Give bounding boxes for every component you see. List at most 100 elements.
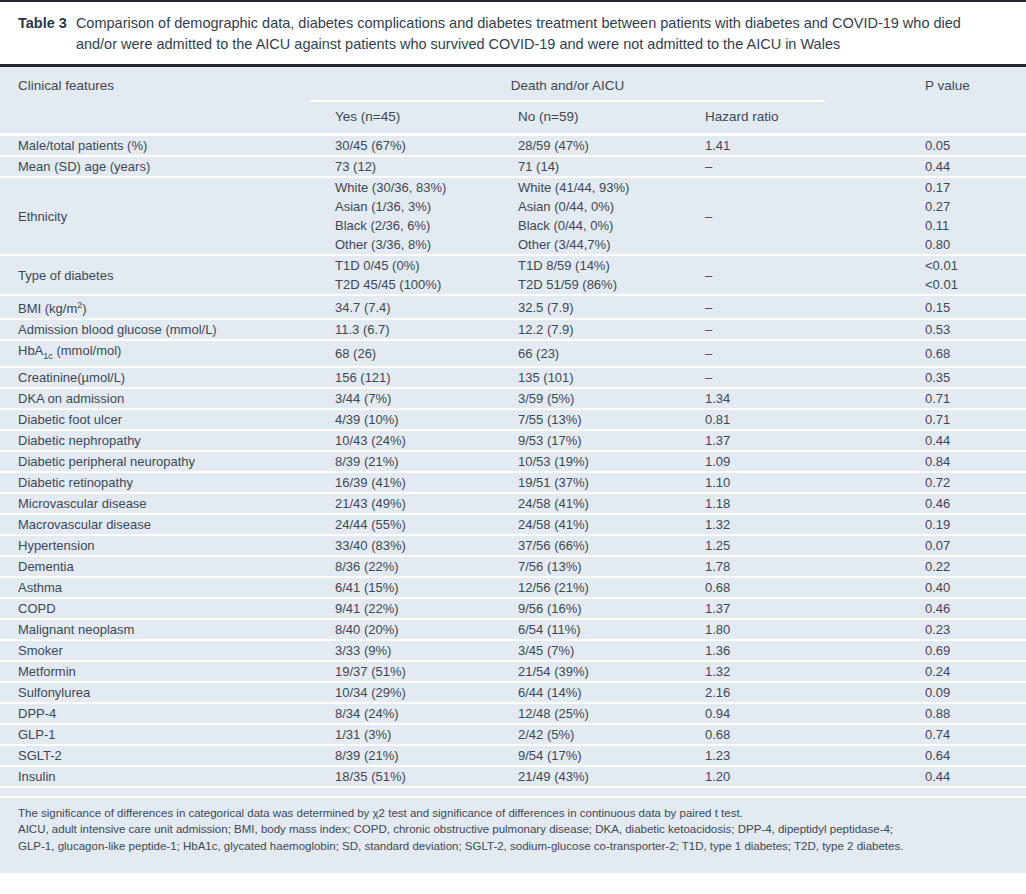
- table-row: Sulfonylurea10/34 (29%)6/44 (14%)2.160.0…: [0, 683, 1026, 704]
- cell-clinical-feature: DPP-4: [18, 704, 335, 723]
- cell-clinical-feature: Hypertension: [18, 536, 335, 555]
- cell-hazard-ratio: 1.78: [705, 557, 925, 576]
- table-row: COPD9/41 (22%)9/56 (16%)1.370.46: [0, 599, 1026, 620]
- cell-hazard-ratio: 1.32: [705, 662, 925, 681]
- cell-clinical-feature: DKA on admission: [18, 389, 335, 408]
- table-footnotes: The significance of differences in categ…: [0, 796, 1026, 867]
- cell-p-value: 0.40: [925, 578, 1010, 597]
- cell-yes-value: 24/44 (55%): [335, 515, 518, 534]
- cell-clinical-feature: Asthma: [18, 578, 335, 597]
- cell-clinical-feature: HbA1c (mmol/mol): [18, 341, 335, 366]
- cell-yes-value: 8/40 (20%): [335, 620, 518, 639]
- cell-clinical-feature: Microvascular disease: [18, 494, 335, 513]
- table-row: Asthma6/41 (15%)12/56 (21%)0.680.40: [0, 578, 1026, 599]
- cell-no-value: 24/58 (41%): [518, 515, 705, 534]
- cell-p-value: 0.46: [925, 494, 1010, 513]
- cell-yes-value: 3/44 (7%): [335, 389, 518, 408]
- table-row: EthnicityWhite (30/36, 83%)Asian (1/36, …: [0, 178, 1026, 256]
- cell-yes-value: 11.3 (6.7): [335, 320, 518, 339]
- column-header-clinical-features: Clinical features: [18, 76, 335, 102]
- cell-yes-value: 16/39 (41%): [335, 473, 518, 492]
- table-row: Diabetic retinopathy16/39 (41%)19/51 (37…: [0, 473, 1026, 494]
- table-row: Admission blood glucose (mmol/L)11.3 (6.…: [0, 320, 1026, 341]
- cell-hazard-ratio: 1.41: [705, 136, 925, 155]
- cell-p-value: 0.05: [925, 136, 1010, 155]
- cell-clinical-feature: Malignant neoplasm: [18, 620, 335, 639]
- cell-clinical-feature: Male/total patients (%): [18, 136, 335, 155]
- table-row: HbA1c (mmol/mol)68 (26)66 (23)–0.68: [0, 341, 1026, 368]
- cell-clinical-feature: Smoker: [18, 641, 335, 660]
- table-caption-text: Comparison of demographic data, diabetes…: [76, 13, 996, 55]
- cell-no-value: T1D 8/59 (14%)T2D 51/59 (86%): [518, 256, 705, 294]
- cell-yes-value: 9/41 (22%): [335, 599, 518, 618]
- cell-no-value: 9/54 (17%): [518, 746, 705, 765]
- table-row: Male/total patients (%)30/45 (67%)28/59 …: [0, 136, 1026, 157]
- cell-hazard-ratio: –: [705, 178, 925, 254]
- cell-no-value: 6/44 (14%): [518, 683, 705, 702]
- cell-p-value: 0.22: [925, 557, 1010, 576]
- cell-p-value: 0.71: [925, 410, 1010, 429]
- cell-no-value: 12/56 (21%): [518, 578, 705, 597]
- cell-no-value: 2/42 (5%): [518, 725, 705, 744]
- cell-hazard-ratio: –: [705, 157, 925, 176]
- cell-no-value: 66 (23): [518, 344, 705, 363]
- cell-no-value: 12/48 (25%): [518, 704, 705, 723]
- cell-clinical-feature: Diabetic nephropathy: [18, 431, 335, 450]
- cell-hazard-ratio: 1.37: [705, 431, 925, 450]
- cell-hazard-ratio: 1.32: [705, 515, 925, 534]
- cell-hazard-ratio: 1.34: [705, 389, 925, 408]
- table-row: Dementia8/36 (22%)7/56 (13%)1.780.22: [0, 557, 1026, 578]
- table-row: Hypertension33/40 (83%)37/56 (66%)1.250.…: [0, 536, 1026, 557]
- table-subheader-row: Yes (n=45) No (n=59) Hazard ratio: [0, 102, 1026, 133]
- cell-no-value: 19/51 (37%): [518, 473, 705, 492]
- cell-clinical-feature: Dementia: [18, 557, 335, 576]
- cell-clinical-feature: Admission blood glucose (mmol/L): [18, 320, 335, 339]
- cell-p-value: 0.07: [925, 536, 1010, 555]
- cell-hazard-ratio: –: [705, 368, 925, 387]
- cell-yes-value: 30/45 (67%): [335, 136, 518, 155]
- table-row: Type of diabetesT1D 0/45 (0%)T2D 45/45 (…: [0, 256, 1026, 296]
- cell-p-value: 0.19: [925, 515, 1010, 534]
- cell-p-value: 0.09: [925, 683, 1010, 702]
- cell-yes-value: 34.7 (7.4): [335, 298, 518, 317]
- cell-clinical-feature: COPD: [18, 599, 335, 618]
- column-header-p-value: P value: [925, 76, 1010, 102]
- cell-hazard-ratio: 1.36: [705, 641, 925, 660]
- table-row: Malignant neoplasm8/40 (20%)6/54 (11%)1.…: [0, 620, 1026, 641]
- column-header-no: No (n=59): [518, 107, 705, 126]
- cell-clinical-feature: Sulfonylurea: [18, 683, 335, 702]
- table-row: Insulin18/35 (51%)21/49 (43%)1.200.44: [0, 767, 1026, 788]
- cell-p-value: 0.170.270.110.80: [925, 178, 1010, 254]
- table-row: Macrovascular disease24/44 (55%)24/58 (4…: [0, 515, 1026, 536]
- cell-p-value: 0.69: [925, 641, 1010, 660]
- cell-hazard-ratio: 1.37: [705, 599, 925, 618]
- table-caption: Table 3 Comparison of demographic data, …: [0, 2, 1026, 64]
- cell-hazard-ratio: –: [705, 256, 925, 294]
- cell-clinical-feature: Mean (SD) age (years): [18, 157, 335, 176]
- table-row: Microvascular disease21/43 (49%)24/58 (4…: [0, 494, 1026, 515]
- cell-p-value: 0.44: [925, 431, 1010, 450]
- table-header-row: Clinical features Death and/or AICU P va…: [0, 67, 1026, 102]
- table-row: SGLT-28/39 (21%)9/54 (17%)1.230.64: [0, 746, 1026, 767]
- cell-yes-value: 3/33 (9%): [335, 641, 518, 660]
- footnote-line: GLP-1, glucagon-like peptide-1; HbA1c, g…: [18, 838, 1010, 855]
- cell-hazard-ratio: –: [705, 296, 925, 318]
- cell-hazard-ratio: 1.25: [705, 536, 925, 555]
- cell-no-value: 9/53 (17%): [518, 431, 705, 450]
- cell-yes-value: 10/43 (24%): [335, 431, 518, 450]
- cell-no-value: 71 (14): [518, 157, 705, 176]
- table-row: Mean (SD) age (years)73 (12)71 (14)–0.44: [0, 157, 1026, 178]
- cell-clinical-feature: Creatinine(µmol/L): [18, 368, 335, 387]
- cell-yes-value: 10/34 (29%): [335, 683, 518, 702]
- cell-clinical-feature: Diabetic foot ulcer: [18, 410, 335, 429]
- cell-clinical-feature: Diabetic peripheral neuropathy: [18, 452, 335, 471]
- table-row: Diabetic peripheral neuropathy8/39 (21%)…: [0, 452, 1026, 473]
- cell-no-value: 12.2 (7.9): [518, 320, 705, 339]
- cell-hazard-ratio: 1.23: [705, 746, 925, 765]
- cell-hazard-ratio: 2.16: [705, 683, 925, 702]
- cell-clinical-feature: Ethnicity: [18, 207, 335, 226]
- cell-yes-value: White (30/36, 83%)Asian (1/36, 3%)Black …: [335, 178, 518, 254]
- cell-yes-value: 4/39 (10%): [335, 410, 518, 429]
- cell-no-value: 3/59 (5%): [518, 389, 705, 408]
- cell-p-value: 0.24: [925, 662, 1010, 681]
